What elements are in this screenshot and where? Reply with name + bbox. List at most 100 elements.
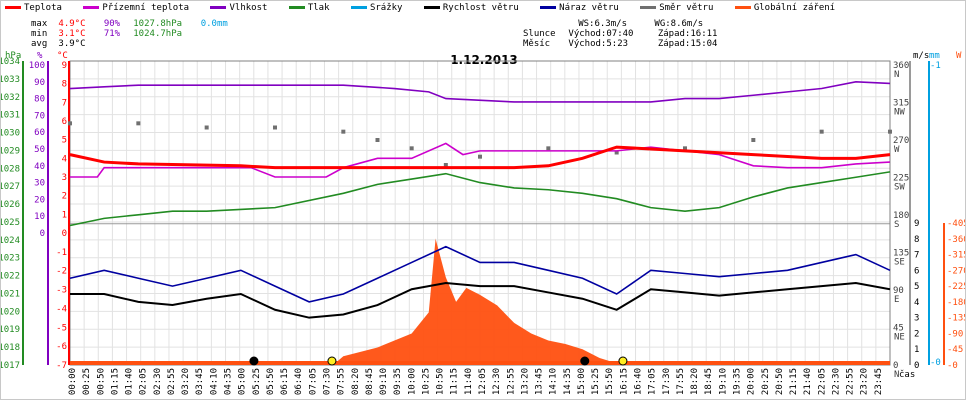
axis-tick-time: 17:05: [648, 368, 658, 395]
chart-legend: Teplota Přízemní teplota Vlhkost Tlak Sr…: [5, 3, 851, 17]
axis-tick-time: 13:45: [535, 368, 545, 395]
axis-tick-temperature: 5: [62, 136, 67, 146]
axis-tick-pressure: 1029: [1, 146, 20, 156]
axis-tick-solar: -180: [947, 298, 966, 308]
moon-set: Západ:15:04: [657, 39, 718, 49]
axis-tick-time: 11:15: [450, 368, 460, 395]
axis-tick-direction-label: SW: [894, 183, 905, 193]
axis-unit-w: W: [956, 51, 962, 61]
axis-tick-humidity: 100: [29, 61, 45, 71]
axis-tick-solar: -405: [947, 219, 966, 229]
axis-tick-pressure: 1030: [1, 129, 20, 139]
axis-tick-direction: 315: [893, 99, 909, 109]
axis-tick-time: 21:40: [803, 368, 813, 395]
legend-label: Směr větru: [659, 3, 714, 13]
sun-set: Západ:16:11: [657, 29, 718, 39]
axis-tick-pressure: 1031: [1, 111, 20, 121]
series-point-wind-direction: [751, 138, 756, 142]
axis-tick-time: 12:55: [506, 368, 516, 395]
series-point-wind-direction: [68, 121, 72, 126]
axis-tick-time: 07:05: [308, 368, 318, 395]
legend-label: Vlhkost: [229, 3, 268, 13]
legend-item-ground-temperature: Přízemní teplota: [83, 3, 189, 13]
axis-tick-rain: -0: [930, 358, 941, 368]
axis-tick-time: 05:25: [252, 368, 262, 395]
axis-tick-temperature: -7: [56, 361, 67, 371]
axis-tick-time: 02:05: [139, 368, 149, 395]
legend-item-wind-gust: Náraz větru: [540, 3, 619, 13]
axis-tick-time: 12:30: [492, 368, 502, 395]
axis-tick-time: 21:15: [789, 368, 799, 395]
axis-tick-temperature: 0: [62, 229, 67, 239]
axis-tick-time: 23:20: [860, 368, 870, 395]
series-point-wind-direction: [375, 138, 380, 142]
axis-tick-wind: 7: [914, 251, 919, 261]
moon-event-marker: [580, 356, 590, 366]
chart-title: 1.12.2013: [450, 53, 518, 67]
sun-label: Slunce: [523, 29, 556, 39]
wind-summary-row: WS:6.3m/s WG:8.6m/s: [523, 19, 717, 29]
axis-tick-time: 03:45: [195, 368, 205, 395]
axis-tick-wind: 6: [914, 266, 919, 276]
axis-tick-time: 12:05: [478, 368, 488, 395]
legend-label: Globální záření: [753, 3, 836, 13]
axis-tick-direction-label: N: [894, 70, 899, 80]
axis-tick-time: 09:35: [393, 368, 403, 395]
series-point-wind-direction: [443, 163, 448, 167]
moon-rise: Východ:5:23: [568, 39, 629, 49]
stats-label: avg: [31, 39, 48, 49]
moon-row: Měsíc Východ:5:23 Západ:15:04: [523, 39, 717, 49]
stats-rain: 0.0mm: [200, 19, 228, 29]
axis-tick-humidity: 30: [34, 179, 45, 189]
stats-label: max: [31, 19, 48, 29]
axis-tick-pressure: 1033: [1, 75, 20, 85]
stats-pressure: 1027.8hPa: [133, 19, 183, 29]
axis-tick-temperature: -4: [56, 304, 67, 314]
legend-label: Tlak: [307, 3, 330, 13]
axis-tick-wind: 4: [914, 298, 919, 308]
axis-tick-direction: 360: [893, 61, 909, 71]
axis-tick-wind: 9: [914, 219, 919, 229]
axis-tick-humidity: 60: [34, 128, 45, 138]
series-point-wind-direction: [683, 146, 687, 151]
axis-tick-solar: -360: [947, 235, 966, 245]
axis-tick-time: 20:50: [775, 368, 785, 395]
axis-tick-temperature: 1: [62, 210, 67, 220]
axis-unit-percent: %: [37, 51, 43, 61]
axis-tick-direction: 90: [893, 286, 904, 296]
sun-rise: Východ:07:40: [568, 29, 634, 39]
axis-tick-direction: 135: [893, 249, 909, 259]
axis-tick-time: 16:15: [619, 368, 629, 395]
axis-tick-time: 19:35: [732, 368, 742, 395]
axis-tick-time: 13:20: [520, 368, 530, 395]
axis-tick-wind: 0: [914, 361, 919, 371]
axis-tick-pressure: 1023: [1, 254, 20, 264]
series-point-wind-direction: [273, 125, 277, 130]
axis-tick-pressure: 1018: [1, 343, 20, 353]
axis-tick-time: 02:55: [167, 368, 177, 395]
legend-label: Přízemní teplota: [102, 3, 190, 13]
series-point-wind-direction: [546, 146, 551, 151]
axis-tick-time: 05:00: [238, 368, 248, 395]
axis-tick-solar: -315: [947, 251, 966, 261]
axis-tick-direction: 270: [893, 136, 909, 146]
series-point-wind-direction: [136, 121, 141, 126]
axis-tick-humidity: 40: [34, 162, 45, 172]
axis-tick-wind: 1: [914, 345, 919, 355]
axis-tick-temperature: -5: [56, 323, 67, 333]
series-point-wind-direction: [614, 150, 619, 155]
axis-tick-solar: -135: [947, 314, 966, 324]
wind-summary-ws: WS:6.3m/s: [578, 19, 627, 29]
axis-tick-time: 11:40: [464, 368, 474, 395]
axis-tick-temperature: 7: [62, 98, 67, 108]
series-point-wind-direction: [204, 125, 209, 130]
axis-tick-time: 04:35: [224, 368, 234, 395]
sun-row: Slunce Východ:07:40 Západ:16:11: [523, 29, 717, 39]
axis-tick-time: 05:50: [266, 368, 276, 395]
axis-tick-direction-label: N: [894, 370, 899, 380]
axis-tick-temperature: 6: [62, 117, 67, 127]
legend-label: Rychlost větru: [442, 3, 519, 13]
